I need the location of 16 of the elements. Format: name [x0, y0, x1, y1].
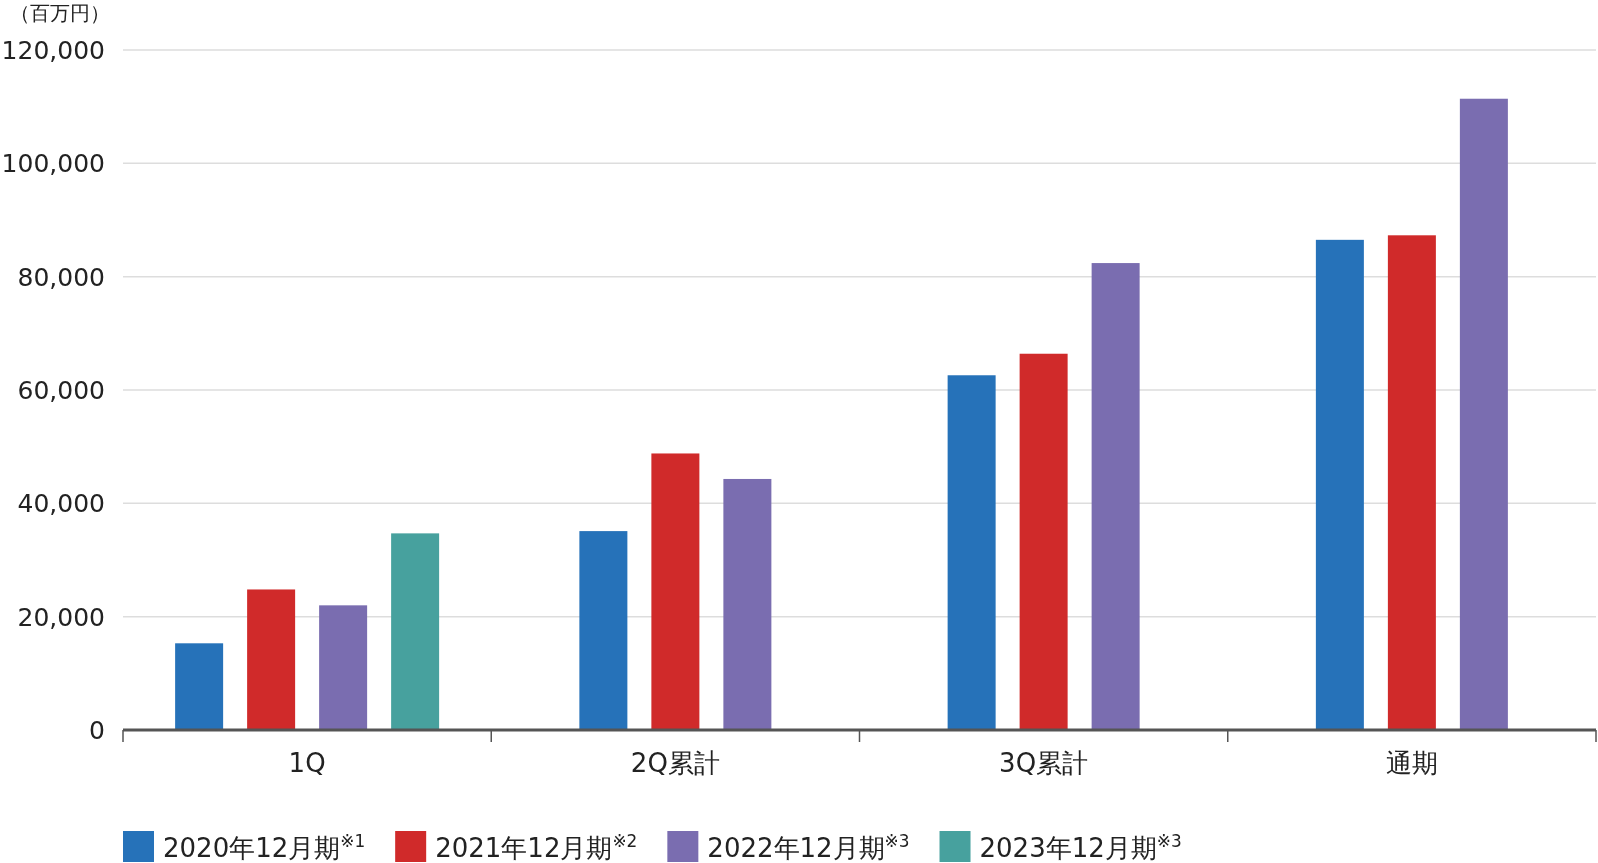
legend-label: 2021年12月期$^{※2}$: [435, 831, 638, 863]
x-tick-label: 1Q: [288, 748, 326, 778]
y-tick-label: 100,000: [1, 149, 105, 179]
y-tick-label: 80,000: [17, 262, 105, 292]
legend-label: 2022年12月期$^{※3}$: [707, 831, 910, 863]
legend-label: 2020年12月期$^{※1}$: [163, 831, 366, 863]
y-tick-label: 0: [89, 716, 105, 745]
y-axis-title: （百万円）: [10, 1, 110, 25]
x-tick-label: 3Q累計: [999, 748, 1089, 778]
legend-label: 2023年12月期$^{※3}$: [979, 831, 1182, 863]
y-tick-label: 60,000: [17, 376, 105, 405]
y-tick-label: 20,000: [17, 602, 105, 632]
y-tick-label: 40,000: [17, 489, 105, 519]
x-tick-label: 2Q累計: [630, 748, 720, 778]
y-tick-label: 120,000: [1, 36, 105, 65]
x-tick-label: 通期: [1385, 748, 1438, 778]
